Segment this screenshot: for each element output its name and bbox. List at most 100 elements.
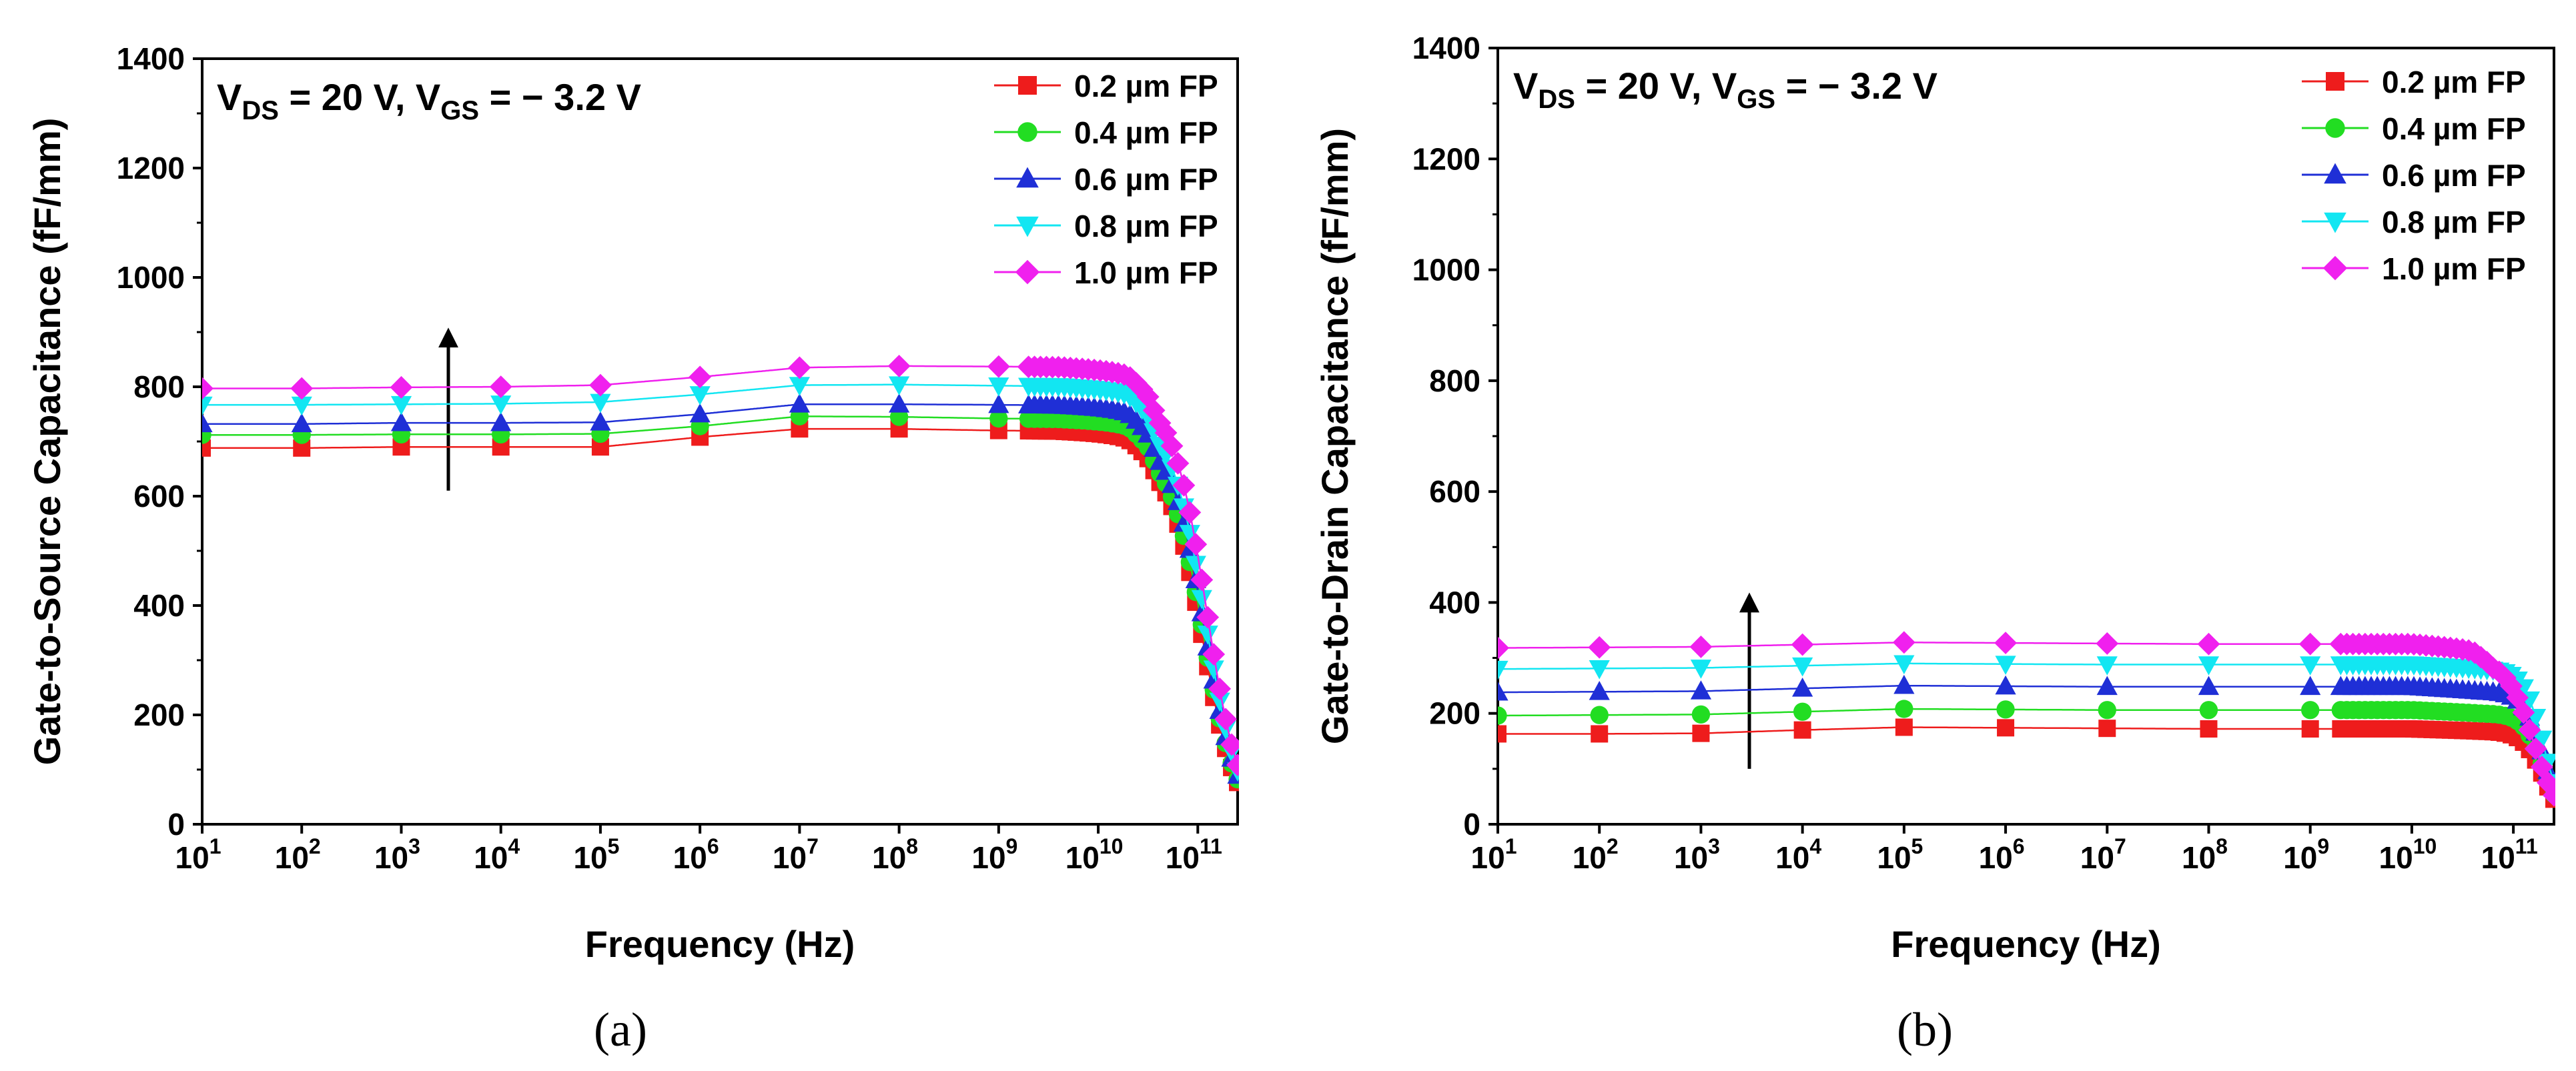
data-point-1.0: [2524, 737, 2547, 760]
data-point-0.6: [1498, 681, 1509, 701]
x-tick-label: 106: [673, 834, 719, 875]
data-point-0.2: [1692, 724, 1710, 742]
data-point-0.8: [789, 377, 810, 396]
y-tick-label: 200: [1429, 696, 1480, 731]
data-point-0.8: [689, 386, 711, 405]
data-point-1.0: [987, 355, 1010, 378]
data-point-1.0: [689, 365, 712, 389]
data-point-0.2: [1895, 718, 1913, 736]
data-point-0.6: [789, 393, 810, 413]
y-tick-label: 600: [133, 479, 185, 513]
data-point-1.0: [589, 373, 612, 397]
y-tick-label: 800: [133, 369, 185, 404]
legend-marker: [2325, 118, 2345, 138]
legend-label: 0.6 µm FP: [2382, 158, 2526, 193]
series-line-0.4: [202, 415, 1239, 780]
data-point-0.6: [2300, 676, 2321, 696]
data-point-0.4: [1996, 700, 2015, 719]
data-point-0.6: [889, 393, 910, 413]
data-point-1.0: [2500, 674, 2523, 698]
data-point-1.0: [290, 377, 314, 400]
data-point-0.8: [1589, 660, 1610, 680]
data-point-0.6: [1995, 675, 2016, 695]
data-point-0.8: [291, 396, 312, 416]
series-group: [202, 354, 1239, 792]
data-point-1.0: [1892, 631, 1915, 654]
data-point-1.0: [1136, 385, 1160, 408]
data-point-1.0: [2475, 650, 2499, 674]
y-tick-label: 1000: [1412, 253, 1480, 287]
data-point-0.4: [1691, 705, 1711, 724]
data-point-0.8: [1498, 660, 1509, 680]
data-point-0.8: [202, 396, 213, 416]
x-tick-label: 106: [1979, 834, 2025, 875]
data-point-1.0: [1154, 421, 1178, 444]
panel-a: 0 200 400 600 800 1000 1200 1400 101 102 103 104 105…: [26, 41, 1239, 1056]
series-line-0.2: [202, 427, 1239, 783]
data-point-0.2: [2301, 720, 2319, 738]
data-point-0.6: [590, 411, 611, 431]
data-point-0.6: [291, 413, 312, 433]
data-point-0.8: [1893, 655, 1915, 675]
data-point-1.0: [1184, 533, 1208, 556]
y-tick-label: 800: [1429, 363, 1480, 398]
data-point-0.8: [1690, 660, 1712, 679]
data-point-1.0: [2494, 666, 2517, 690]
data-point-1.0: [1130, 378, 1154, 401]
data-point-0.2: [1498, 725, 1507, 743]
data-point-1.0: [1220, 733, 1239, 756]
data-point-0.4: [1498, 706, 1507, 725]
x-tick-label: 1011: [1166, 834, 1222, 875]
data-point-0.8: [1185, 556, 1206, 576]
y-tick-label: 1400: [1412, 31, 1480, 65]
legend-marker: [1016, 216, 1039, 237]
series-line-0.6: [202, 403, 1239, 776]
series-group: [1498, 631, 2555, 808]
data-point-0.6: [1792, 678, 1813, 697]
x-tick-label: 105: [1877, 834, 1923, 875]
data-point-1.0: [1498, 636, 1509, 660]
data-point-0.8: [1197, 626, 1218, 645]
data-point-1.0: [2512, 701, 2535, 724]
data-point-0.8: [2531, 730, 2553, 750]
legend-label: 0.4 µm FP: [2382, 111, 2526, 146]
data-point-1.0: [2096, 632, 2119, 655]
x-tick-label: 1010: [1065, 834, 1124, 875]
x-tick-label: 104: [474, 834, 520, 875]
legend-marker: [1018, 76, 1037, 95]
data-point-1.0: [1166, 451, 1190, 475]
data-point-1.0: [1148, 411, 1172, 435]
legend-label: 0.2 µm FP: [1074, 69, 1218, 103]
data-point-0.2: [1997, 719, 2015, 737]
legend-marker: [2324, 163, 2346, 184]
data-point-0.6: [1690, 680, 1712, 700]
data-point-0.2: [1591, 725, 1609, 743]
data-point-0.4: [2301, 701, 2320, 720]
x-tick-label: 107: [773, 834, 819, 875]
data-point-0.8: [1792, 657, 1813, 677]
data-point-0.6: [490, 411, 512, 431]
legend-marker: [1016, 167, 1039, 188]
data-point-1.0: [1791, 633, 1814, 656]
data-point-1.0: [202, 377, 213, 400]
x-tick-label: 1010: [2379, 834, 2437, 875]
data-point-1.0: [2197, 632, 2220, 656]
y-tick-label: 1200: [117, 151, 185, 185]
data-point-0.8: [1179, 525, 1200, 544]
x-tick-label: 1011: [2481, 834, 2538, 875]
x-axis-label: Frequency (Hz): [1891, 923, 2161, 965]
legend-marker: [2326, 72, 2344, 91]
y-tick-label: 0: [167, 807, 185, 842]
y-tick-label: 400: [1429, 585, 1480, 620]
data-point-0.6: [1589, 681, 1610, 700]
legend-marker: [2322, 255, 2348, 281]
x-tick-label: 101: [175, 834, 222, 875]
data-point-0.8: [490, 395, 512, 415]
x-axis-label: Frequency (Hz): [585, 923, 855, 965]
data-point-0.8: [590, 393, 611, 413]
x-tick-label: 108: [872, 834, 918, 875]
series-line-0.2: [1498, 726, 2555, 800]
data-point-0.8: [889, 376, 910, 395]
data-point-1.0: [887, 354, 911, 377]
